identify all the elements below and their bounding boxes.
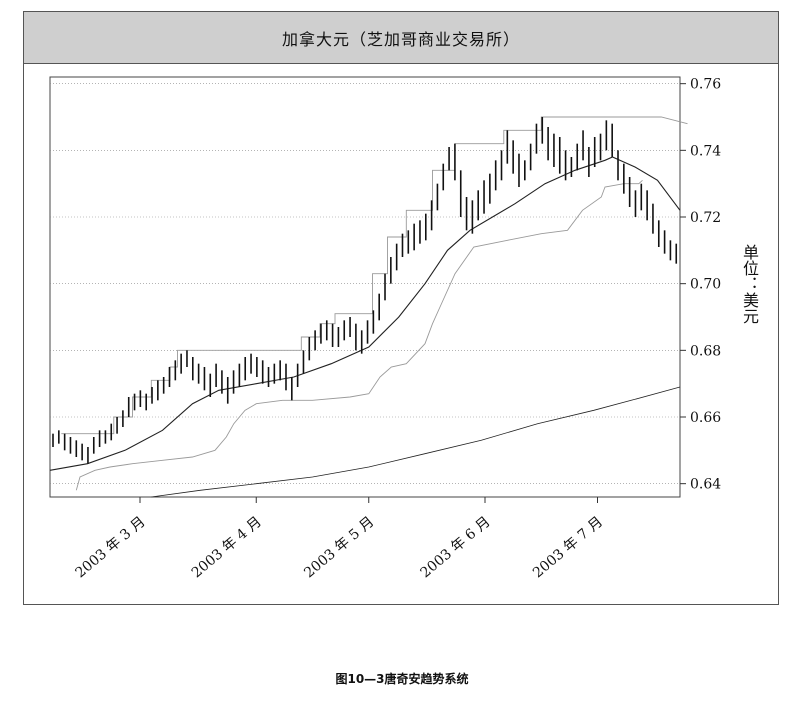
series-line bbox=[75, 179, 643, 491]
y-tick-label: 0.68 bbox=[690, 343, 721, 359]
chart-frame: 加拿大元（芝加哥商业交易所） bbox=[23, 11, 779, 605]
y-axis: 0.64 0.66 0.68 0.70 0.72 0.74 0.76 bbox=[680, 77, 721, 493]
x-tick-label: 2003 年 4 月 bbox=[189, 514, 265, 581]
plot-area bbox=[49, 76, 681, 498]
figure-caption: 图10—3唐奇安趋势系统 bbox=[335, 672, 469, 686]
chart-title: 加拿大元（芝加哥商业交易所） bbox=[24, 12, 778, 64]
y-axis-label: 单位：美元 bbox=[740, 244, 759, 324]
y-tick-label: 0.72 bbox=[690, 210, 721, 226]
bars-layer bbox=[52, 117, 678, 464]
x-tick-label: 2003 年 6 月 bbox=[417, 514, 493, 581]
x-axis: 2003 年 3 月 2003 年 4 月 2003 年 5 月 2003 年 6 月… bbox=[72, 497, 606, 581]
y-tick-label: 0.64 bbox=[690, 477, 721, 493]
x-tick-label: 2003 年 7 月 bbox=[530, 514, 606, 581]
grid-layer bbox=[50, 83, 680, 484]
x-tick-label: 2003 年 5 月 bbox=[301, 514, 377, 581]
y-tick-label: 0.74 bbox=[690, 143, 721, 159]
y-tick-label: 0.70 bbox=[690, 277, 721, 293]
y-tick-label: 0.76 bbox=[690, 77, 721, 93]
y-tick-label: 0.66 bbox=[690, 410, 721, 426]
series-line bbox=[151, 386, 681, 498]
series-line bbox=[49, 156, 681, 471]
x-tick-label: 2003 年 3 月 bbox=[72, 514, 148, 581]
series-layer bbox=[49, 116, 688, 498]
